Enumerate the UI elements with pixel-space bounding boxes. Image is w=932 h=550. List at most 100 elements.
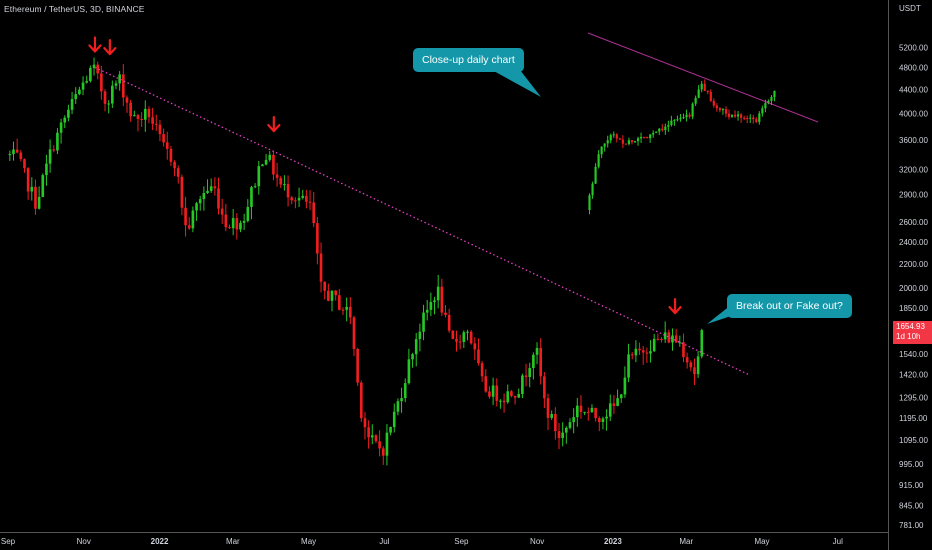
candle-up (700, 330, 704, 357)
price-tick-label: 2000.00 (899, 284, 928, 293)
main-candles (8, 57, 704, 466)
candle-up (261, 164, 264, 167)
candle-down (323, 281, 327, 291)
candle-up (41, 175, 45, 197)
candle-up (685, 114, 688, 118)
candle-down (129, 102, 132, 117)
candle-up (678, 342, 682, 344)
candle-down (363, 418, 367, 428)
candle-down (15, 149, 19, 153)
candle-down (685, 357, 689, 363)
candle-down (334, 290, 337, 296)
price-tick-label: 915.00 (899, 481, 924, 490)
candle-down (19, 152, 23, 160)
chart-title: Ethereum / TetherUS, 3D, BINANCE (4, 4, 145, 14)
descending-trendline (94, 66, 749, 376)
callout-closeup-tail (492, 70, 541, 97)
candle-down (272, 154, 275, 175)
candle-down (367, 427, 370, 438)
candle-up (535, 348, 539, 355)
candle-up (749, 117, 752, 119)
candle-down (546, 398, 550, 418)
candle-up (78, 89, 81, 95)
candle-down (488, 391, 491, 397)
candle-down (305, 195, 308, 202)
candle-down (630, 354, 634, 356)
candle-up (8, 154, 12, 156)
candle-up (673, 119, 676, 121)
candle-up (499, 400, 502, 402)
candle-up (649, 134, 652, 139)
price-tick-label: 3600.00 (899, 136, 928, 145)
candle-down (173, 161, 176, 169)
candle-down (660, 338, 663, 340)
candle-up (517, 394, 521, 398)
candle-up (682, 117, 685, 119)
candle-up (268, 154, 272, 160)
candle-down (52, 149, 56, 151)
candle-up (616, 398, 619, 406)
candle-down (176, 168, 180, 177)
candle-up (411, 354, 414, 360)
candle-up (92, 64, 96, 68)
candle-down (327, 290, 330, 301)
candle-down (122, 74, 125, 98)
peak-arrow-icon (668, 297, 682, 315)
candle-up (652, 338, 656, 352)
candle-up (528, 368, 532, 377)
candle-up (601, 418, 605, 423)
candle-down (294, 200, 297, 202)
candle-up (370, 435, 374, 438)
candle-up (67, 109, 70, 118)
candle-down (618, 138, 621, 140)
callout-closeup[interactable]: Close-up daily chart (413, 48, 524, 72)
callout-breakout-tail (707, 305, 731, 324)
candle-up (761, 108, 764, 114)
candle-up (572, 417, 575, 423)
peak-arrow-icon (103, 39, 117, 56)
candle-down (224, 214, 228, 228)
candle-up (568, 422, 572, 428)
candle-down (235, 218, 239, 230)
candle-up (429, 301, 433, 310)
candle-up (623, 377, 627, 395)
candle-up (770, 97, 773, 101)
callout-breakout[interactable]: Break out or Fake out? (727, 294, 852, 318)
candle-down (594, 407, 597, 419)
price-tick-label: 781.00 (899, 521, 924, 530)
candle-down (554, 414, 557, 432)
candle-up (491, 385, 495, 397)
candle-up (730, 114, 734, 117)
price-tick-label: 2600.00 (899, 218, 928, 227)
candle-up (636, 138, 640, 142)
candle-up (63, 117, 67, 123)
candle-down (646, 137, 649, 139)
price-tick-label: 4800.00 (899, 63, 928, 72)
candle-up (209, 186, 213, 191)
candle-down (513, 395, 517, 398)
candle-down (724, 109, 728, 114)
candle-down (184, 207, 187, 226)
candle-up (114, 83, 118, 86)
time-tick-label: 2022 (151, 537, 169, 546)
time-tick-label: Nov (77, 537, 91, 546)
candle-up (59, 122, 63, 133)
candle-up (195, 203, 198, 211)
candle-down (286, 184, 290, 198)
price-tick-label: 1095.00 (899, 436, 928, 445)
price-tick-label: 1420.00 (899, 370, 928, 379)
candle-up (85, 81, 89, 83)
candle-down (477, 349, 480, 364)
price-tick-label: 1295.00 (899, 394, 928, 403)
candle-down (643, 136, 646, 138)
candle-down (220, 208, 224, 215)
candle-up (670, 120, 673, 126)
candle-down (444, 312, 447, 315)
candle-up (202, 193, 206, 200)
candle-up (603, 143, 606, 147)
candle-down (151, 117, 154, 124)
candle-up (627, 354, 630, 378)
trendlines (94, 32, 819, 376)
price-tick-label: 3200.00 (899, 166, 928, 175)
